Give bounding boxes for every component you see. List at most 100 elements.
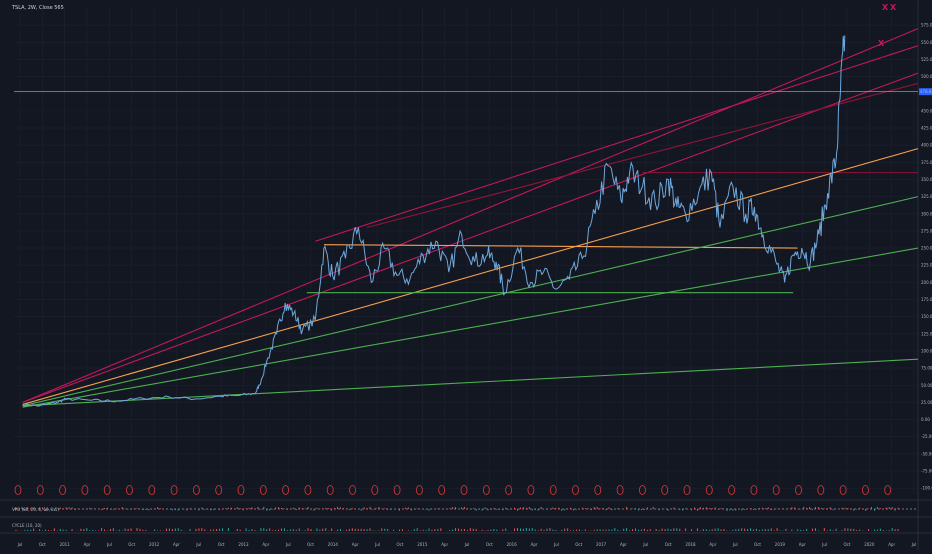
x-tick-label: Jul	[911, 542, 917, 547]
y-tick-label: 575.00	[921, 23, 932, 28]
cycle-marker	[237, 485, 245, 495]
y-tick-label: 150.00	[921, 314, 932, 319]
x-tick-label: Apr	[84, 542, 91, 547]
cycle-marker	[59, 485, 66, 495]
cycle-marker	[14, 485, 22, 495]
cycle-marker	[349, 485, 356, 495]
y-tick-label: 175.00	[921, 297, 932, 302]
x-tick-label: Apr	[173, 542, 180, 547]
cycle-marker	[527, 485, 535, 495]
x-tick-label: 2013	[238, 542, 249, 547]
trendline-green	[22, 247, 919, 408]
y-tick-label: -100.00	[921, 486, 932, 491]
x-tick-label: Jul	[17, 542, 23, 547]
cycle-marker	[572, 485, 579, 495]
cycle-marker	[148, 485, 156, 495]
x-tick-label: Oct	[396, 542, 403, 547]
y-tick-label: 300.00	[921, 211, 932, 216]
trendline-red	[22, 28, 919, 403]
x-marker: X	[882, 3, 889, 12]
x-tick-label: Jul	[732, 542, 738, 547]
cycle-marker	[639, 485, 646, 495]
vpo-label: VPO (80, 20, 8, 10, 2.5)	[12, 507, 60, 512]
cycle-marker	[438, 485, 446, 495]
top-markers: X XX	[878, 3, 897, 48]
cycle-marker	[884, 485, 892, 495]
y-tick-label: 550.00	[921, 40, 932, 45]
x-tick-label: Jul	[553, 542, 559, 547]
x-tick-label: Apr	[352, 542, 359, 547]
y-tick-label: -75.00	[921, 468, 932, 473]
oscillator-panels	[14, 506, 918, 531]
x-tick-label: 2015	[417, 542, 428, 547]
y-tick-label: 50.00	[921, 383, 932, 388]
cycle-marker	[817, 485, 825, 495]
y-tick-label: 325.00	[921, 194, 932, 199]
cycle-marker	[304, 485, 312, 495]
y-tick-label: 450.00	[921, 108, 932, 113]
y-axis: 575.00550.00525.00500.00475.00450.00425.…	[919, 23, 932, 491]
x-axis: Jul Oct 2011 Apr Jul Oct 2012 Apr Jul Oct 2013 Apr J…	[17, 542, 917, 547]
y-tick-label: 425.00	[921, 126, 932, 131]
x-tick-label: Oct	[665, 542, 672, 547]
trendlines	[14, 28, 919, 408]
price-line	[22, 35, 846, 407]
cycle-markers	[14, 485, 892, 495]
cycle-marker	[683, 485, 691, 495]
cycle-marker	[371, 485, 379, 495]
cycle-marker	[594, 485, 602, 495]
x-tick-label: 2016	[507, 542, 518, 547]
x-tick-label: Jul	[195, 542, 201, 547]
y-tick-label: 25.00	[921, 400, 932, 405]
x-tick-label: 2020	[864, 542, 875, 547]
trendline-dark-red	[366, 82, 919, 229]
y-tick-label: 350.00	[921, 177, 932, 182]
x-tick-label: 2011	[60, 542, 71, 547]
cycle-marker	[482, 485, 490, 495]
y-tick-label: 200.00	[921, 280, 932, 285]
cycle-marker	[839, 485, 847, 495]
cycle-marker	[126, 485, 133, 495]
x-tick-label: 2012	[149, 542, 160, 547]
cycle-marker	[415, 485, 423, 495]
cycle-marker	[282, 485, 290, 495]
trendline-orange	[22, 148, 919, 405]
trendline-red	[315, 45, 919, 242]
cycle-marker	[728, 485, 735, 495]
x-tick-label: Oct	[307, 542, 314, 547]
x-tick-label: Oct	[39, 542, 46, 547]
cycle-marker	[215, 485, 223, 495]
y-tick-label: 75.00	[921, 366, 932, 371]
price-series	[22, 35, 846, 407]
cycle-marker	[36, 485, 44, 495]
x-tick-label: Apr	[709, 542, 716, 547]
cycle-marker	[772, 485, 780, 495]
y-tick-label: 400.00	[921, 143, 932, 148]
cycle-marker	[616, 485, 624, 495]
y-tick-label: 525.00	[921, 57, 932, 62]
x-tick-label: Oct	[218, 542, 225, 547]
y-tick-label: -25.00	[921, 434, 932, 439]
price-tag-label: 478.83	[920, 89, 932, 94]
x-tick-label: Jul	[374, 542, 380, 547]
cycle-marker	[326, 485, 334, 495]
cycle-marker	[705, 485, 713, 495]
cycle-marker	[103, 485, 111, 495]
y-tick-label: 125.00	[921, 331, 932, 336]
price-tag	[919, 88, 932, 96]
x-tick-label: Oct	[754, 542, 761, 547]
y-tick-label: 275.00	[921, 228, 932, 233]
cycle-marker	[259, 485, 267, 495]
x-tick-label: 2018	[685, 542, 696, 547]
x-tick-label: 2014	[328, 542, 339, 547]
x-tick-label: Jul	[821, 542, 827, 547]
y-tick-label: 225.00	[921, 263, 932, 268]
cycle-marker	[393, 485, 401, 495]
cycle-label: CYCLE (10, 20)	[12, 523, 42, 528]
x-tick-label: Apr	[799, 542, 806, 547]
x-tick-label: Oct	[575, 542, 582, 547]
chart-title: TSLA, 2W, Close 565	[12, 5, 64, 11]
cycle-marker	[862, 485, 869, 495]
